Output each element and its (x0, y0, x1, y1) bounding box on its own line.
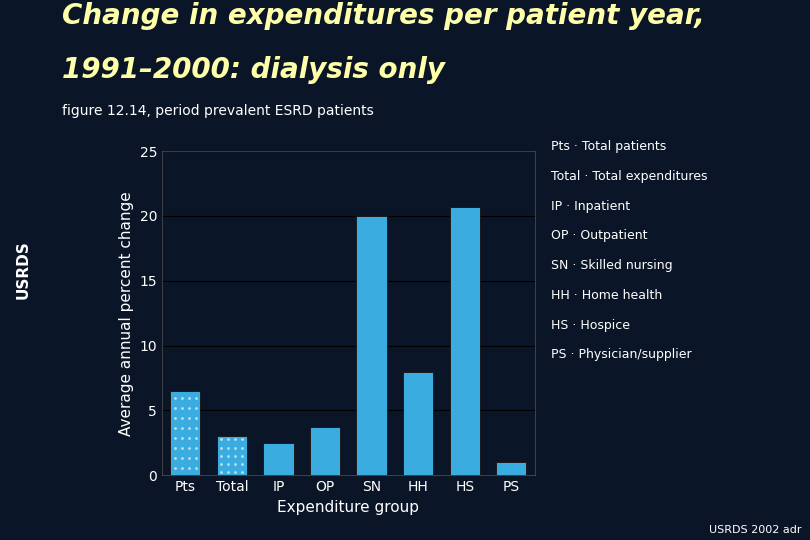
Text: IP · Inpatient: IP · Inpatient (551, 200, 630, 213)
Bar (403, 372, 433, 475)
Y-axis label: Average annual percent change: Average annual percent change (119, 191, 134, 436)
X-axis label: Expenditure group: Expenditure group (277, 500, 420, 515)
Text: SN · Skilled nursing: SN · Skilled nursing (551, 259, 672, 272)
Text: HS · Hospice: HS · Hospice (551, 319, 630, 332)
Text: USRDS: USRDS (16, 241, 31, 299)
Bar (356, 216, 386, 475)
Text: USRDS 2002 adr: USRDS 2002 adr (710, 524, 802, 535)
Text: Total · Total expenditures: Total · Total expenditures (551, 170, 707, 183)
Bar (450, 207, 480, 475)
Text: PS · Physician/supplier: PS · Physician/supplier (551, 348, 692, 361)
Text: Change in expenditures per patient year,: Change in expenditures per patient year, (62, 3, 705, 30)
Bar (217, 436, 247, 475)
Bar (497, 462, 526, 475)
Text: Pts · Total patients: Pts · Total patients (551, 140, 666, 153)
Text: OP · Outpatient: OP · Outpatient (551, 230, 647, 242)
Bar (170, 391, 200, 475)
Bar (310, 427, 340, 475)
Text: HH · Home health: HH · Home health (551, 289, 662, 302)
Text: figure 12.14, period prevalent ESRD patients: figure 12.14, period prevalent ESRD pati… (62, 104, 374, 118)
Text: 1991–2000: dialysis only: 1991–2000: dialysis only (62, 56, 446, 84)
Bar (263, 443, 293, 475)
